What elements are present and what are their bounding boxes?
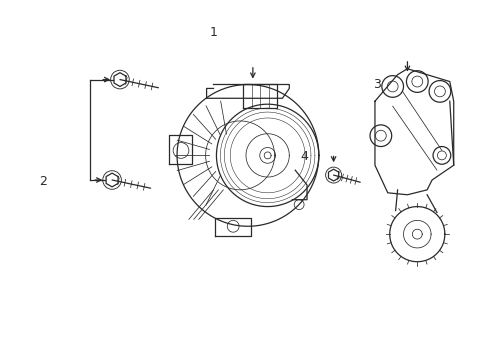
Text: 4: 4 (300, 150, 308, 163)
Text: 1: 1 (209, 26, 217, 39)
Text: 3: 3 (372, 78, 380, 91)
Text: 2: 2 (39, 175, 47, 188)
